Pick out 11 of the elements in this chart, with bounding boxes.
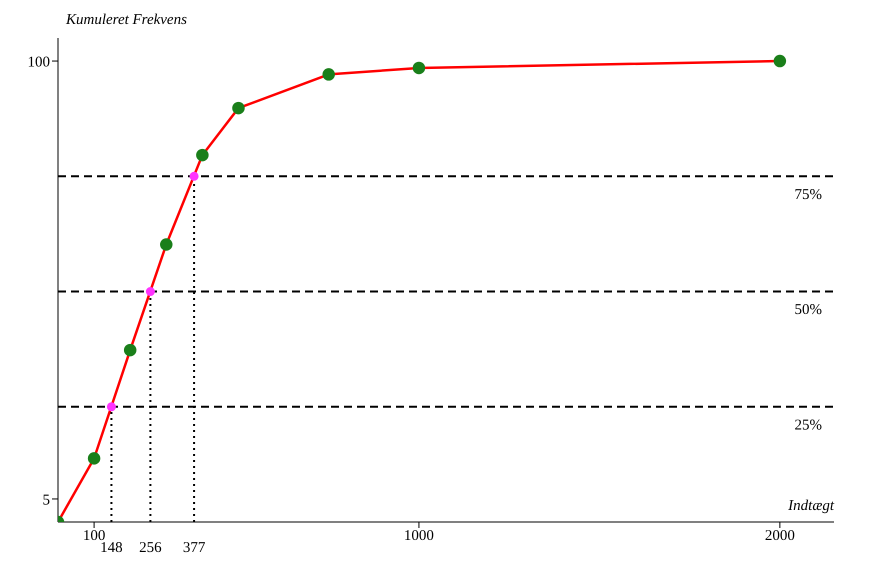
y-axis-title: Kumuleret Frekvens	[66, 12, 187, 29]
ref-line-label: 50%	[794, 302, 822, 318]
ref-line-label: 75%	[794, 186, 822, 203]
annotation: 377	[182, 540, 206, 557]
x-tick-label: 2000	[764, 528, 795, 544]
x-tick-label: 1000	[404, 528, 434, 544]
ref-line-label: 25%	[794, 417, 822, 434]
y-tick-label: 5	[42, 492, 50, 508]
x-axis-title: Indtægt	[788, 498, 834, 515]
annotation: 148	[100, 540, 123, 557]
annotation: 256	[139, 540, 162, 557]
